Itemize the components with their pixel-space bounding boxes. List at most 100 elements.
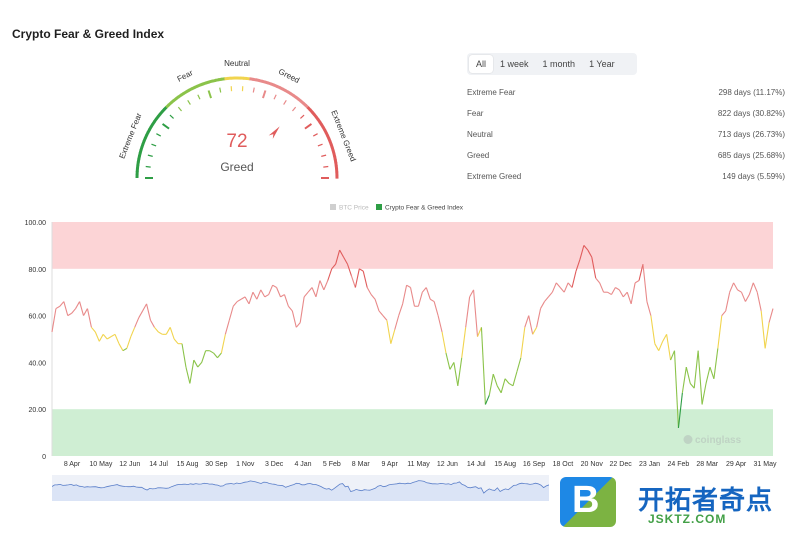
index-line-segment	[634, 280, 640, 284]
index-line-segment	[158, 331, 163, 335]
index-line-segment	[583, 245, 589, 251]
index-line-segment	[67, 312, 72, 317]
index-line-segment	[677, 392, 683, 428]
index-line-segment	[169, 327, 175, 340]
index-line-segment	[228, 306, 234, 321]
index-line-segment	[51, 308, 57, 333]
index-line-segment	[311, 287, 317, 298]
index-line-segment	[461, 327, 467, 358]
index-line-segment	[473, 289, 479, 337]
index-line-segment	[354, 268, 360, 288]
tab-1-week[interactable]: 1 week	[500, 59, 529, 69]
index-line-segment	[421, 287, 427, 293]
index-line-segment	[737, 289, 742, 293]
index-line-segment	[287, 305, 293, 312]
index-line-segment	[591, 256, 597, 279]
index-line-segment	[670, 350, 676, 361]
index-line-segment	[555, 282, 561, 288]
x-tick-label: 31 May	[754, 461, 777, 468]
gauge-zone-label: Fear	[176, 68, 195, 84]
index-line-segment	[618, 289, 624, 298]
index-line-segment	[264, 294, 269, 298]
index-line-segment	[607, 291, 612, 296]
index-line-segment	[370, 294, 376, 300]
index-line-segment	[63, 301, 69, 316]
index-line-segment	[469, 289, 475, 298]
tab-1-month[interactable]: 1 month	[542, 59, 576, 69]
x-tick-label: 3 Dec	[265, 461, 284, 468]
x-tick-label: 24 Feb	[667, 461, 689, 468]
gauge-tick	[156, 133, 162, 137]
index-line-segment	[75, 301, 81, 309]
index-line-segment	[236, 298, 242, 303]
index-line-segment	[622, 291, 628, 298]
y-tick-label: 80.00	[28, 267, 46, 274]
index-line-segment	[150, 320, 155, 328]
index-line-segment	[232, 301, 238, 307]
gauge-label: Greed	[220, 160, 253, 174]
index-line-segment	[323, 280, 329, 291]
index-line-segment	[630, 282, 636, 305]
tab-1-year[interactable]: 1 Year	[589, 59, 615, 69]
index-line-segment	[571, 271, 577, 288]
index-line-segment	[610, 287, 616, 295]
index-line-segment	[94, 331, 100, 342]
x-tick-label: 8 Apr	[64, 461, 81, 468]
navigator-line	[52, 480, 549, 494]
index-line-segment	[272, 284, 277, 288]
site-watermark: B 开拓者奇点 JSKTZ.COM	[552, 472, 800, 533]
extreme-greed-band	[52, 222, 773, 269]
index-line-segment	[717, 315, 723, 349]
index-line-segment	[615, 287, 620, 291]
index-line-segment	[55, 305, 61, 310]
x-tick-label: 15 Aug	[177, 461, 199, 468]
index-line-segment	[579, 245, 585, 260]
index-line-segment	[536, 308, 542, 328]
index-line-segment	[390, 329, 396, 344]
index-line-segment	[359, 268, 364, 272]
index-line-segment	[90, 326, 96, 333]
index-line-segment	[291, 310, 297, 328]
index-line-segment	[173, 338, 179, 345]
index-line-segment	[484, 394, 490, 405]
index-line-segment	[768, 308, 774, 323]
legend-label: BTC Price	[339, 205, 369, 212]
index-line-segment	[86, 308, 92, 328]
index-line-segment	[244, 296, 250, 305]
index-line-segment	[83, 308, 88, 316]
index-line-segment	[248, 292, 254, 305]
y-tick-label: 20.00	[28, 407, 46, 414]
index-line-segment	[713, 348, 719, 379]
index-line-segment	[693, 350, 699, 389]
index-line-segment	[449, 362, 455, 370]
x-tick-label: 1 Nov	[236, 461, 255, 468]
index-line-segment	[327, 268, 333, 281]
index-line-segment	[102, 333, 108, 340]
index-line-segment	[563, 282, 569, 293]
stat-name: Fear	[467, 109, 484, 118]
index-line-segment	[764, 322, 770, 349]
y-tick-label: 100.00	[25, 220, 47, 227]
stat-row-greed: Greed 685 days (25.68%)	[467, 145, 785, 166]
index-line-segment	[126, 336, 132, 349]
watermark-text: 开拓者奇点	[638, 486, 774, 516]
index-line-segment	[445, 352, 451, 370]
index-line-segment	[110, 333, 116, 338]
gauge-tick	[169, 114, 174, 119]
index-line-segment	[146, 303, 152, 321]
index-line-segment	[256, 289, 262, 300]
chart-legend[interactable]: BTC Price Crypto Fear & Greed Index	[330, 204, 464, 212]
index-line-segment	[319, 280, 325, 291]
gauge-tick	[304, 123, 313, 130]
y-tick-label: 40.00	[28, 360, 46, 367]
gauge-zone-label: Greed	[277, 67, 301, 85]
range-navigator[interactable]	[52, 475, 549, 501]
index-line-segment	[339, 249, 345, 258]
tab-all[interactable]: All	[469, 55, 494, 73]
stat-row-extreme-fear: Extreme Fear 298 days (11.17%)	[467, 82, 785, 103]
index-line-segment	[138, 310, 144, 319]
gauge-tick	[273, 94, 277, 100]
gauge-tick	[317, 143, 323, 147]
index-line-segment	[406, 284, 411, 288]
